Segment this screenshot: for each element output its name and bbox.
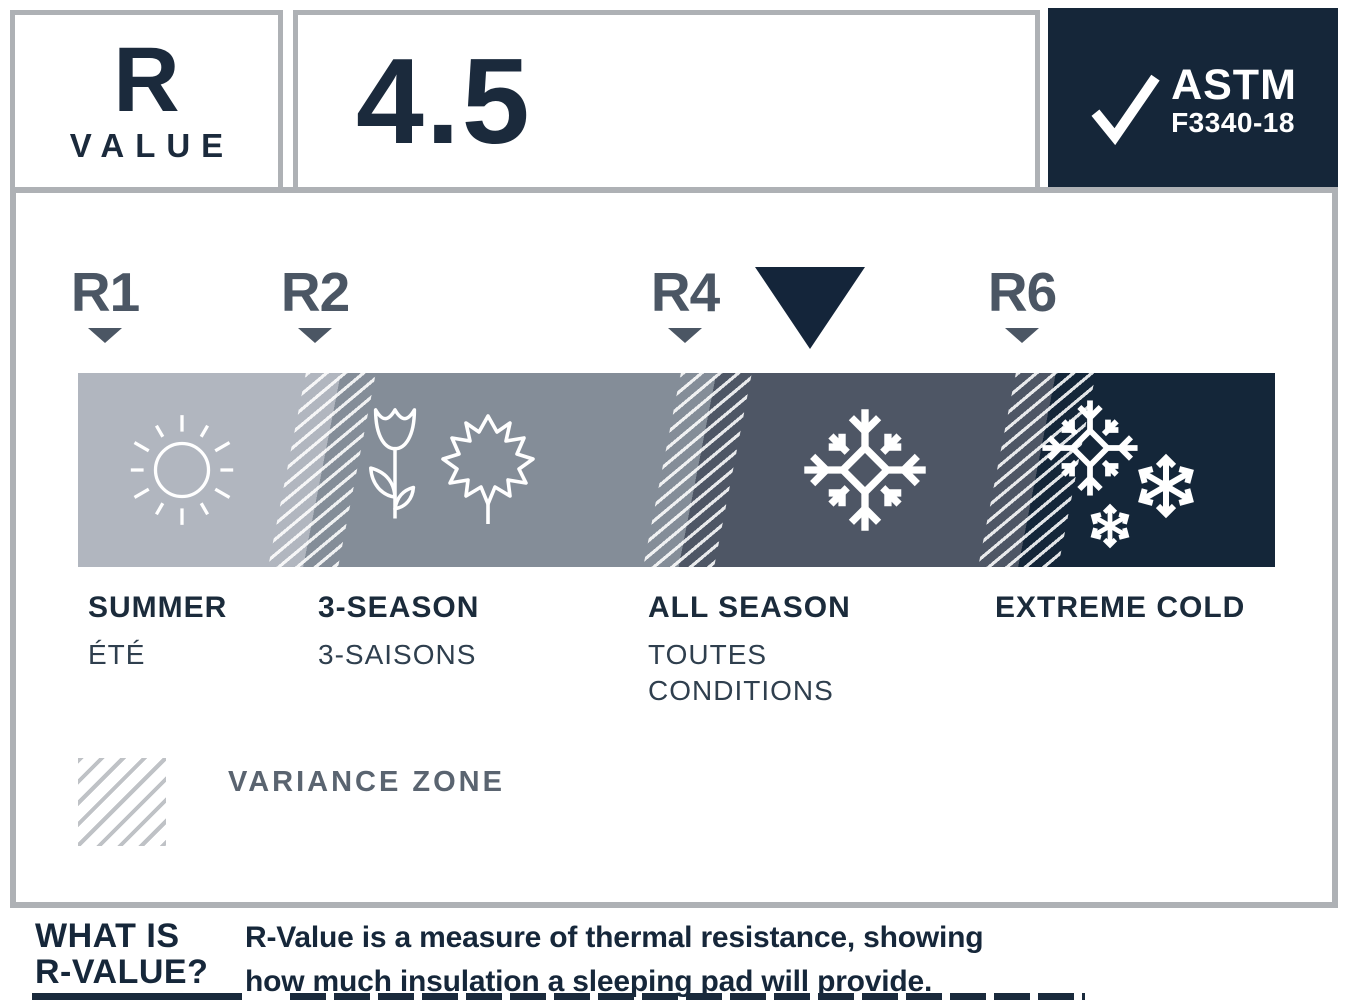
value-word: VALUE xyxy=(69,126,235,164)
astm-badge: ASTM F3340-18 xyxy=(1048,8,1338,196)
label-3-season-en: 3-SEASON xyxy=(318,591,480,624)
variance-legend: VARIANCE ZONE xyxy=(78,758,505,846)
snowflake-icon xyxy=(804,409,926,531)
marker-r6: R6 xyxy=(952,265,1092,343)
label-all-season-en: ALL SEASON xyxy=(648,591,851,624)
marker-r6-label: R6 xyxy=(987,261,1057,323)
label-summer-en: SUMMER xyxy=(88,591,228,624)
label-3-season-fr: 3-SAISONS xyxy=(318,639,477,670)
tulip-icon xyxy=(369,408,417,519)
marker-r2: R2 xyxy=(245,265,385,343)
footer-heading-line2: R-VALUE? xyxy=(35,953,209,992)
segment-all-season xyxy=(698,373,1037,567)
footer-heading-line1: WHAT IS xyxy=(35,917,180,955)
tick-down-icon xyxy=(668,328,702,343)
marker-r2-label: R2 xyxy=(280,261,350,323)
label-3-season: 3-SEASON 3-SAISONS xyxy=(318,591,618,673)
cutoff-text-fragment xyxy=(290,993,1085,1000)
marker-r4: R4 xyxy=(615,265,755,343)
cutoff-text-fragment xyxy=(32,993,242,1000)
label-all-season: ALL SEASON TOUTES CONDITIONS xyxy=(648,591,948,710)
footer-heading: WHAT IS R-VALUE? xyxy=(35,918,208,991)
rating-indicator-icon xyxy=(755,267,865,349)
label-extreme-cold: EXTREME COLD xyxy=(995,591,1295,637)
astm-text: ASTM F3340-18 xyxy=(1171,64,1297,139)
label-summer-fr: ÉTÉ xyxy=(88,639,146,670)
scale-band xyxy=(78,373,1275,567)
variance-legend-label: VARIANCE ZONE xyxy=(228,765,505,798)
marker-r4-label: R4 xyxy=(650,261,720,323)
label-extreme-cold-en: EXTREME COLD xyxy=(995,591,1246,624)
marker-r1-label: R1 xyxy=(70,261,140,323)
sun-icon xyxy=(130,415,234,525)
snowflake-cluster-icon xyxy=(1042,400,1194,549)
astm-standard: F3340-18 xyxy=(1171,107,1295,139)
tick-down-icon xyxy=(298,328,332,343)
segment-3-season xyxy=(322,373,698,567)
label-all-season-fr: TOUTES CONDITIONS xyxy=(648,639,834,707)
footer-description-line2: how much insulation a sleeping pad will … xyxy=(245,964,933,998)
tick-down-icon xyxy=(88,328,122,343)
astm-name: ASTM xyxy=(1171,61,1297,110)
scale-panel: R1 R2 R4 R6 xyxy=(10,187,1338,908)
footer-description-line1: R-Value is a measure of thermal resistan… xyxy=(245,921,984,954)
r-value-number: 4.5 xyxy=(356,33,532,169)
r-value-title-panel: R VALUE xyxy=(10,10,283,192)
variance-hatch-icon xyxy=(78,758,166,846)
label-summer: SUMMER ÉTÉ xyxy=(88,591,388,673)
r-letter: R xyxy=(113,29,180,132)
rating-panel: 4.5 xyxy=(293,10,1040,192)
tick-down-icon xyxy=(1005,328,1039,343)
maple-leaf-icon xyxy=(441,414,535,524)
marker-r1: R1 xyxy=(35,265,175,343)
checkmark-icon xyxy=(1091,74,1160,146)
footer-description: R-Value is a measure of thermal resistan… xyxy=(245,916,984,1000)
